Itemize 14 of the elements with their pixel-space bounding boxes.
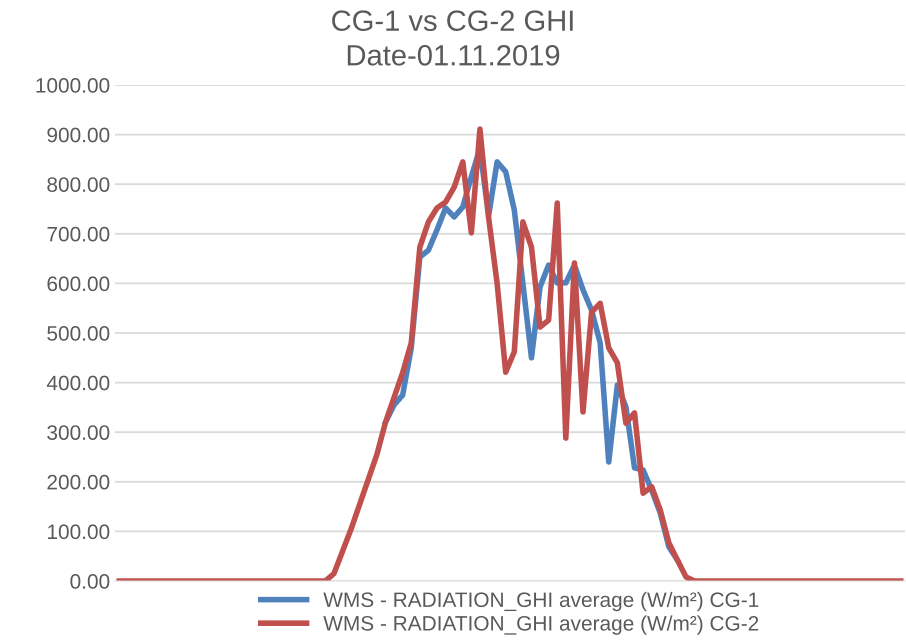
y-tick-label: 1000.00: [36, 78, 110, 93]
y-tick-label: 600.00: [47, 276, 110, 292]
y-tick-label: 700.00: [47, 226, 110, 242]
legend-label: WMS - RADIATION_GHI average (W/m²) CG-2: [323, 615, 758, 635]
y-tick-label: 300.00: [47, 425, 110, 440]
y-tick-label: 800.00: [47, 177, 110, 192]
y-tick-label: 400.00: [46, 376, 110, 390]
y-tick-label: 100.00: [48, 524, 110, 540]
chart-title: CG-1 vs CG-2 GHI Date-01.11.2019: [332, 10, 573, 66]
y-tick-label: 0.00: [70, 574, 110, 589]
y-tick-label: 900.00: [47, 128, 110, 142]
y-tick-label: 500.00: [47, 326, 110, 341]
legend-label: WMS - RADIATION_GHI average (W/m²) CG-1: [323, 592, 758, 612]
y-tick-label: 200.00: [47, 474, 110, 490]
